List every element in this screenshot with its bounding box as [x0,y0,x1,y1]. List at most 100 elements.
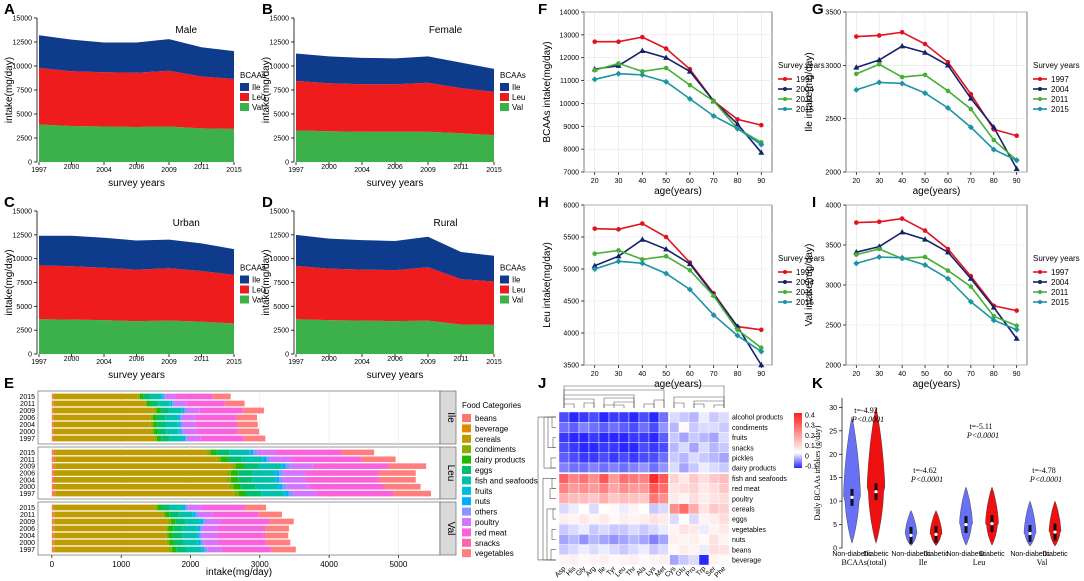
heatmap-cell [598,483,610,494]
data-point [990,146,997,153]
x-tick-label: 1997 [288,167,304,174]
x-tick-label: 1000 [112,560,130,569]
violin-median [1053,530,1057,534]
heatmap-cell [558,411,570,423]
data-point [853,260,860,267]
data-point [591,76,598,83]
data-point [663,234,669,240]
bar-segment-nuts [197,532,200,539]
y-tick-label: 2011 [20,512,35,519]
legend-label: fish and seafoods [475,476,538,485]
x-tick-label: 70 [710,371,718,378]
bar-segment-fruits [178,428,180,435]
x-tick-label: 90 [757,178,765,185]
y-tick-label: 1997 [19,436,35,443]
row-label: beans [732,547,752,554]
heatmap-cell [718,524,730,535]
data-point [734,125,741,132]
x-tick-label: 50 [662,178,670,185]
heatmap-cell [648,411,660,423]
heatmap-cell [688,411,700,423]
heatmap-j: alcohol products condiments fruits snacks pi… [537,385,817,579]
bar-segment-beverage [53,414,54,421]
dendrogram-branch [537,416,556,561]
data-point [899,80,906,87]
bar-segment-poultry [188,504,202,511]
heatmap-cell [658,462,670,474]
bar-segment-fish-and-seafoods [252,470,275,476]
data-point [922,254,928,260]
heatmap-cell [678,473,690,484]
heatmap-cell [718,442,730,454]
legend-swatch-ile [500,83,509,91]
heatmap-cell [718,473,730,484]
heatmap-cell [568,483,580,494]
legend-label-1997: 1997 [1051,75,1069,84]
x-tick-label: 40 [638,371,646,378]
heatmap-cell [688,544,700,555]
legend-swatch-val [500,103,509,111]
heatmap-cell [678,534,690,545]
data-point [758,327,764,333]
y-tick-label: 4000 [825,203,841,210]
panel-label-d: D [262,194,273,211]
heatmap-cell [628,411,640,423]
data-point [876,61,882,67]
dendrogram-branch [693,400,725,408]
bar-segment-red-meat [195,421,237,428]
stat-t: t=-4.62 [913,466,936,475]
x-tick-label: 50 [921,178,929,185]
y-tick-label: 10 [829,499,837,506]
legend-marker-2011 [783,97,787,101]
legend-label-2015: 2015 [796,298,814,307]
bar-segment-eggs [175,518,186,525]
area-val [39,319,234,354]
heatmap-cell [598,544,610,555]
data-point [639,47,646,54]
bar-segment-dairy-products [230,477,239,483]
bar-segment-snacks [242,407,244,414]
series-line-2004 [856,231,1018,340]
legend-label-leu: Leu [512,93,525,102]
bar-segment-cereals [54,532,166,539]
x-tick-label: 2000 [64,164,80,171]
bar-segment-nuts [182,407,185,414]
bar-segment-dairy-products [153,421,158,428]
dendrogram-branch [563,394,635,408]
violin-chart-k: 0 5 10 15 20 25 30 Daily BCAAs intakes (g/day) N… [813,398,1068,567]
legend-label-1997: 1997 [796,268,814,277]
heatmap-cell [628,483,640,494]
heatmap-cell [648,503,660,515]
bar-segment-beans [51,400,54,407]
y-tick-label: 2015 [19,450,35,457]
heatmap-cell [568,524,580,535]
bar-segment-beverage [54,470,56,476]
bar-segment-vegetables [265,525,289,532]
bar-segment-nuts [178,414,181,421]
bar-segment-fish-and-seafoods [150,393,162,400]
panel-label-a: A [4,1,15,18]
bar-segment-cereals [53,421,151,428]
heatmap-cell [638,493,650,505]
y-tick-label: 2011 [20,457,35,464]
heatmap-cell [578,493,590,505]
bar-segment-others [266,456,271,463]
x-tick-label: 60 [944,178,952,185]
bar-segment-red-meat [186,400,225,407]
colorbar-tick-label: 0 [805,453,809,460]
data-point [899,74,905,80]
heatmap-cell [618,411,630,423]
bar-segment-beverage [54,477,56,483]
y-tick-label: 2500 [273,328,289,335]
bar-segment-cereals [53,393,138,400]
bar-segment-fish-and-seafoods [178,511,193,518]
bar-segment-nuts [279,483,283,490]
heatmap-cell [638,483,650,494]
bar-segment-beans [51,414,54,421]
heatmap-cell [568,452,580,464]
heatmap-cell [678,524,690,535]
legend-swatch-ile [240,83,249,91]
data-point [876,33,882,38]
legend-marker-2015 [783,107,787,111]
heatmap-cell [678,432,690,443]
